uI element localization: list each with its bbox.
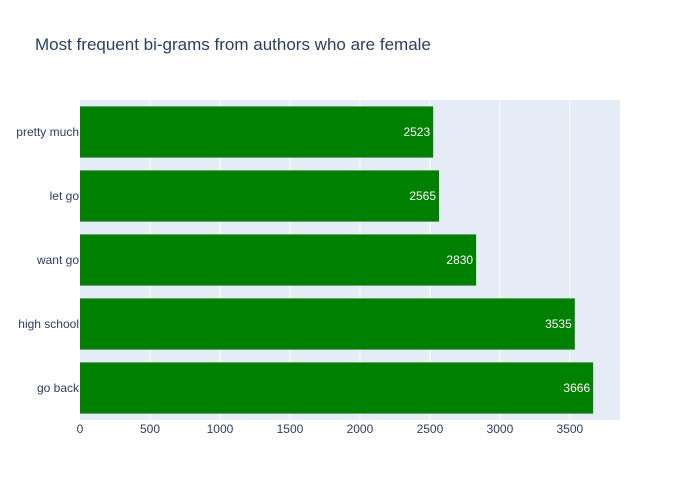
y-axis-ticks: go back high school want go let go pretty mu… — [16, 125, 80, 395]
bar-value-label: 2565 — [409, 189, 436, 203]
y-tick-label: go back — [37, 381, 80, 395]
x-tick-label: 1000 — [207, 422, 234, 436]
y-tick-label: high school — [18, 317, 79, 331]
x-axis-ticks: 0 500 1000 1500 2000 2500 3000 3500 — [77, 422, 584, 436]
x-tick-label: 2500 — [417, 422, 444, 436]
chart-title: Most frequent bi-grams from authors who … — [35, 35, 431, 54]
y-tick-label: pretty much — [16, 125, 79, 139]
bar — [80, 234, 477, 286]
bar — [80, 362, 594, 414]
x-tick-label: 0 — [77, 422, 84, 436]
x-tick-label: 500 — [140, 422, 160, 436]
x-tick-label: 1500 — [277, 422, 304, 436]
x-tick-label: 2000 — [347, 422, 374, 436]
bar — [80, 298, 575, 350]
bar-value-label: 3535 — [545, 317, 572, 331]
y-tick-label: let go — [50, 189, 80, 203]
bars: 3666 3535 2830 2565 2523 — [80, 106, 594, 414]
bar-value-label: 2523 — [403, 125, 430, 139]
bar-value-label: 2830 — [446, 253, 473, 267]
x-tick-label: 3000 — [487, 422, 514, 436]
x-tick-label: 3500 — [557, 422, 584, 436]
y-tick-label: want go — [36, 253, 79, 267]
bar — [80, 106, 434, 158]
bar-value-label: 3666 — [563, 381, 590, 395]
bar — [80, 170, 440, 222]
